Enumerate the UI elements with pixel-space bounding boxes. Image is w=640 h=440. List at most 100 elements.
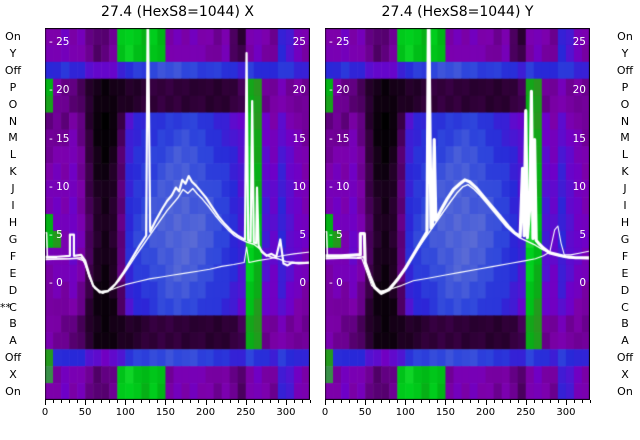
x-major-tick: [405, 400, 407, 405]
x-minor-tick: [493, 400, 495, 403]
row-label-right: B: [621, 317, 629, 331]
x-minor-tick: [77, 400, 79, 403]
row-label-right: A: [621, 334, 629, 348]
row-label-right: L: [621, 148, 629, 162]
x-major-tick: [285, 400, 287, 405]
x-minor-tick: [157, 400, 159, 403]
row-label-left: H: [8, 216, 18, 229]
row-label-right: Off: [616, 351, 634, 365]
x-minor-tick: [573, 400, 575, 403]
row-label-left: On: [5, 30, 21, 43]
x-minor-tick: [269, 400, 271, 403]
row-label-right: On: [617, 30, 633, 43]
row-label-right: Off: [616, 63, 634, 77]
row-label-left: J: [11, 182, 15, 196]
x-minor-tick: [421, 400, 423, 403]
row-label-left: B: [9, 317, 17, 331]
x-tick-label: 300: [276, 407, 296, 418]
x-minor-tick: [149, 400, 151, 403]
y-tick-label-right: 15: [572, 132, 586, 145]
row-label-right: E: [621, 266, 629, 280]
y-tick-label-right: 10: [292, 180, 306, 193]
x-minor-tick: [133, 400, 135, 403]
y-tick-label-right: 0: [579, 276, 586, 289]
row-label-left: X: [9, 368, 17, 382]
y-tick-label-left: - 10: [329, 180, 350, 193]
heatmap-canvas-y: [325, 28, 590, 400]
y-tick-label-right: 10: [572, 180, 586, 193]
x-minor-tick: [389, 400, 391, 403]
x-minor-tick: [469, 400, 471, 403]
row-label-right: P: [621, 80, 629, 94]
x-minor-tick: [197, 400, 199, 403]
y-tick-label-right: 5: [579, 228, 586, 241]
row-label-left: K: [9, 165, 17, 179]
y-tick-label-right: 15: [292, 132, 306, 145]
y-tick-label-right: 25: [292, 36, 306, 49]
y-tick-label-right: 0: [299, 276, 306, 289]
x-minor-tick: [189, 400, 191, 403]
row-label-left: P: [9, 80, 17, 94]
x-minor-tick: [253, 400, 255, 403]
x-minor-tick: [541, 400, 543, 403]
y-tick-label-left: - 25: [49, 36, 70, 49]
x-major-tick: [485, 400, 487, 405]
x-major-tick: [365, 400, 367, 405]
heatmap-plot-x: [45, 28, 310, 400]
row-label-left: M: [8, 131, 18, 145]
x-minor-tick: [221, 400, 223, 403]
x-minor-tick: [229, 400, 231, 403]
x-minor-tick: [429, 400, 431, 403]
x-minor-tick: [101, 400, 103, 403]
x-tick-label: 50: [78, 407, 92, 418]
row-label-left: I: [11, 199, 15, 213]
row-label-left: O: [8, 97, 18, 111]
x-major-tick: [445, 400, 447, 405]
x-tick-label: 250: [516, 407, 536, 418]
row-label-left: G: [8, 232, 18, 246]
x-tick-label: 50: [358, 407, 372, 418]
x-minor-tick: [581, 400, 583, 403]
x-tick-label: 200: [196, 407, 216, 418]
row-label-left: Y: [9, 46, 17, 60]
x-major-tick: [45, 400, 46, 405]
x-major-tick: [325, 400, 326, 405]
x-minor-tick: [357, 400, 359, 403]
x-major-tick: [565, 400, 567, 405]
x-minor-tick: [549, 400, 551, 403]
x-major-tick: [205, 400, 207, 405]
x-minor-tick: [590, 400, 591, 403]
x-minor-tick: [261, 400, 263, 403]
x-major-tick: [85, 400, 87, 405]
x-minor-tick: [301, 400, 303, 403]
row-label-left: F: [9, 249, 17, 263]
x-major-tick: [525, 400, 527, 405]
x-major-tick: [125, 400, 127, 405]
x-minor-tick: [397, 400, 399, 403]
x-minor-tick: [509, 400, 511, 403]
y-tick-label-left: - 0: [329, 276, 343, 289]
plot-title-x: 27.4 (HexS8=1044) X: [101, 4, 254, 20]
row-label-right: X: [621, 368, 629, 382]
row-label-right: O: [620, 97, 630, 111]
row-label-left: E: [9, 266, 17, 280]
row-label-right: I: [623, 199, 627, 213]
x-tick-label: 100: [395, 407, 415, 418]
y-tick-label-left: - 15: [329, 132, 350, 145]
x-minor-tick: [333, 400, 335, 403]
y-tick-label-left: - 5: [49, 228, 63, 241]
x-minor-tick: [93, 400, 95, 403]
x-minor-tick: [69, 400, 71, 403]
row-label-right: F: [621, 249, 629, 263]
x-tick-label: 100: [115, 407, 135, 418]
heatmap-canvas-x: [45, 28, 310, 400]
x-minor-tick: [237, 400, 239, 403]
x-minor-tick: [533, 400, 535, 403]
x-tick-label: 200: [476, 407, 496, 418]
y-tick-label-right: 20: [292, 84, 306, 97]
row-label-right: Y: [621, 46, 629, 60]
x-minor-tick: [517, 400, 519, 403]
x-minor-tick: [413, 400, 415, 403]
row-label-right: C: [621, 300, 629, 314]
